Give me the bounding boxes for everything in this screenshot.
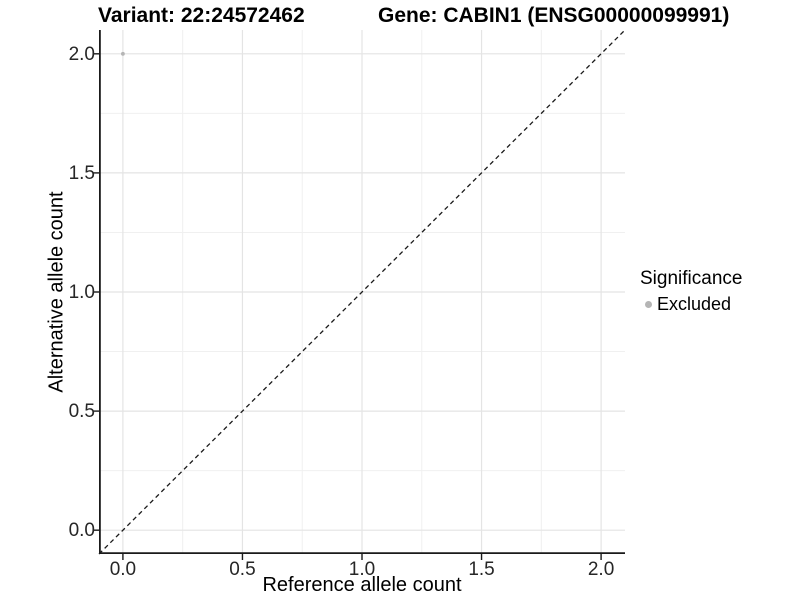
y-tick-label: 2.0 [68,43,95,65]
x-tick-label: 0.0 [109,559,137,580]
legend-item-label: Excluded [657,294,732,314]
data-point [121,51,125,56]
legend-item-excluded: Excluded [640,294,742,315]
legend-title: Significance [640,268,743,289]
x-tick-label: 2.0 [587,559,615,580]
y-tick-label: 0.0 [68,520,95,542]
y-tick-label: 0.5 [68,401,95,423]
plot-area [93,29,626,560]
legend-key [640,296,657,313]
x-tick-label: 0.5 [229,559,256,580]
gene-title: Gene: CABIN1 (ENSG00000099991) [378,4,730,27]
y-tick-label: 1.0 [68,282,95,303]
legend: Significance Excluded [640,268,742,315]
plot-panel [93,29,626,560]
y-axis-title: Alternative allele count [45,191,68,393]
variant-title: Variant: 22:24572462 [98,4,305,27]
x-axis-title: Reference allele count [262,574,462,596]
x-tick-label: 1.5 [468,559,495,580]
y-tick-label: 1.5 [68,162,95,184]
excluded-point-icon [645,301,652,308]
identity-line [98,29,626,555]
x-tick-label: 1.0 [348,559,376,580]
